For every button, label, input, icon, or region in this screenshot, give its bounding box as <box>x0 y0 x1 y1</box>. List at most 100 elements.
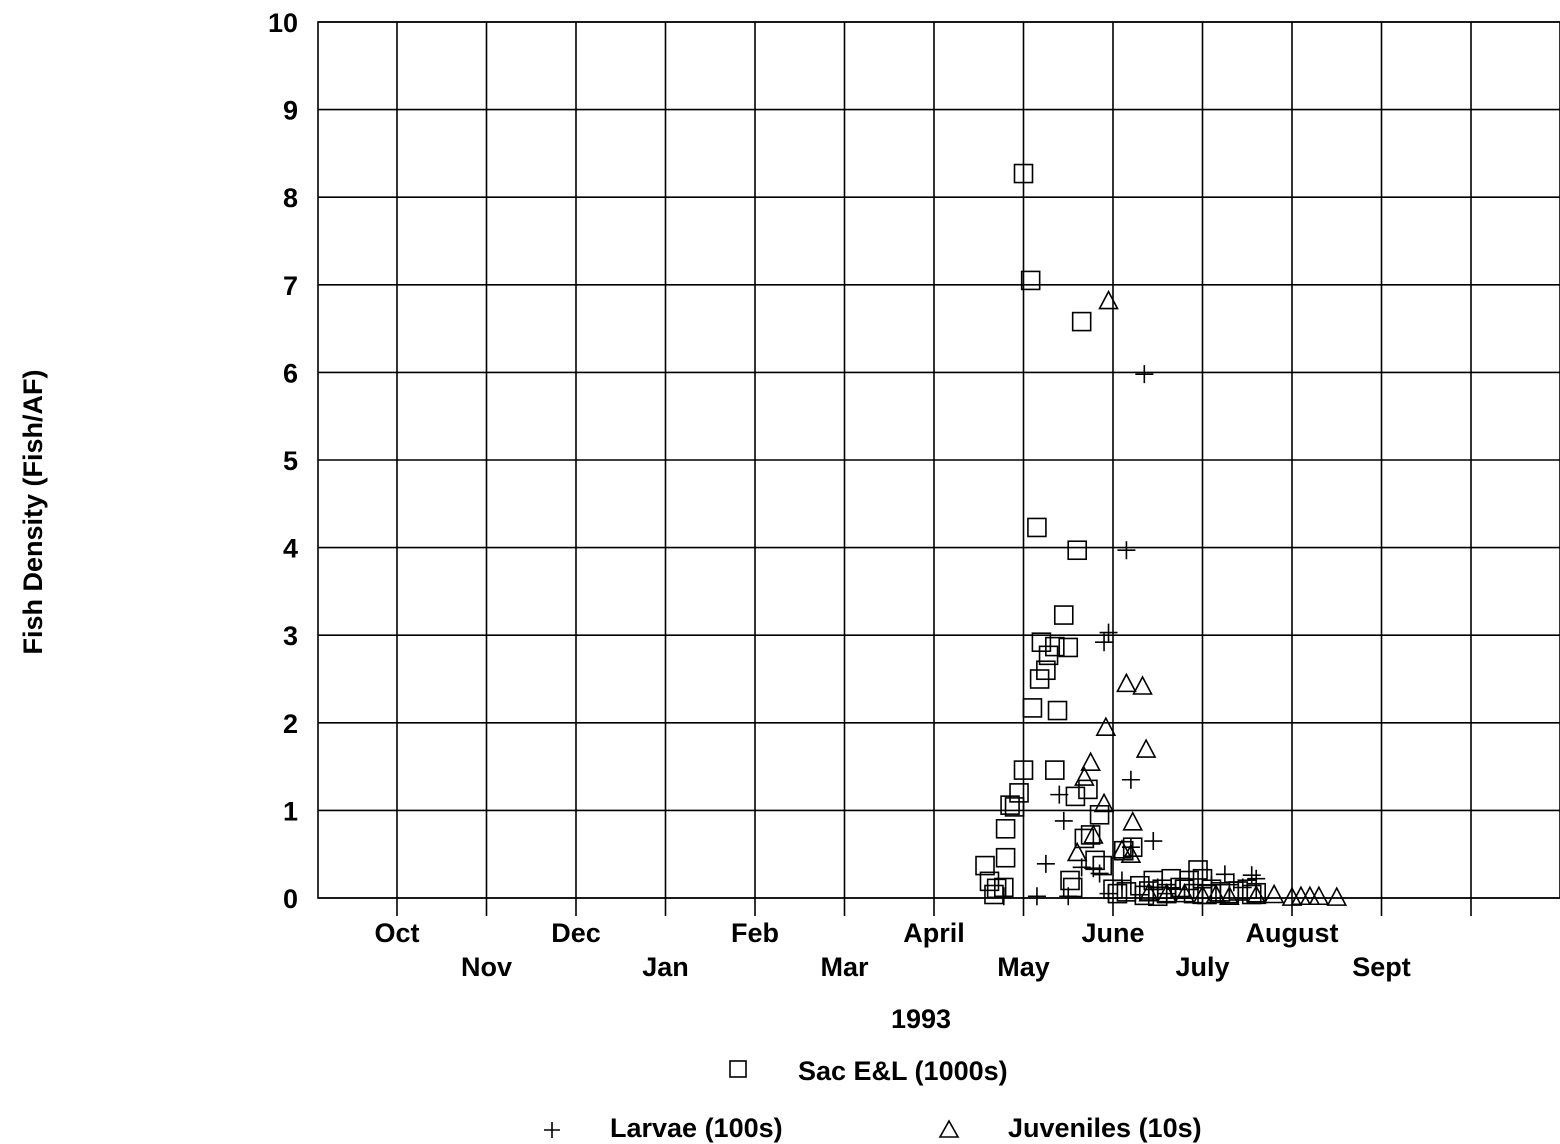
larvae-point <box>1036 854 1055 873</box>
sac-el-point <box>995 818 1016 839</box>
sac-el-point <box>1053 605 1074 625</box>
legend: Sac E&L (1000s) Larvae (100s) Juveniles … <box>544 1056 1202 1143</box>
juveniles-point <box>1263 883 1285 904</box>
sac-el-point <box>1067 540 1087 561</box>
legend-plus-marker <box>544 1122 560 1138</box>
legend-label-sac: Sac E&L (1000s) <box>798 1056 1008 1086</box>
sac-el-point <box>1013 163 1034 184</box>
juveniles-point <box>1290 885 1312 906</box>
larvae-point <box>1099 884 1118 903</box>
juveniles-point <box>1095 716 1117 736</box>
larvae-point <box>1054 811 1073 830</box>
legend-square-marker <box>729 1060 747 1078</box>
juveniles-point <box>1093 792 1115 813</box>
x-tick-label: Mar <box>820 952 869 982</box>
sac-el-point <box>1134 885 1155 906</box>
y-tick-label: 10 <box>268 8 298 38</box>
juveniles-point <box>1132 675 1153 695</box>
larvae-point <box>1121 770 1140 789</box>
larvae-point <box>1233 878 1252 897</box>
y-tick-label: 0 <box>283 884 298 914</box>
y-tick-label: 8 <box>283 183 298 213</box>
larvae-point <box>1059 887 1078 906</box>
sac-el-point <box>1029 669 1050 689</box>
juveniles-point <box>1111 839 1133 859</box>
larvae-point <box>994 887 1013 906</box>
sac-el-point <box>1031 632 1052 653</box>
juveniles-point <box>1174 882 1195 903</box>
juveniles-point <box>1245 884 1267 905</box>
larvae-point <box>1117 541 1136 560</box>
juveniles-point <box>1192 884 1213 905</box>
y-tick-label: 4 <box>283 534 298 564</box>
larvae-point <box>1215 865 1234 884</box>
sac-el-point <box>1080 825 1101 845</box>
larvae-point <box>1050 785 1069 804</box>
y-tick-label: 5 <box>283 446 298 476</box>
x-tick-labels: Oct Nov Dec Jan Feb Mar April May June July August… <box>374 918 1410 982</box>
x-tick-label: Sept <box>1352 952 1411 982</box>
x-tick-label: July <box>1175 952 1229 982</box>
y-tick-label: 7 <box>283 271 298 301</box>
juveniles-point <box>1299 885 1321 906</box>
sac-el-point <box>1013 760 1034 780</box>
x-tick-label: Feb <box>731 918 779 948</box>
larvae-point <box>1099 623 1118 642</box>
larvae-point <box>1095 633 1114 652</box>
juveniles-point <box>1308 885 1330 906</box>
x-tick-label: May <box>997 952 1050 982</box>
juveniles-point <box>1122 811 1144 831</box>
larvae-point <box>1027 887 1046 906</box>
x-tick-label: April <box>903 918 965 948</box>
x-tick-label: June <box>1081 918 1144 948</box>
sac-el-point <box>1027 517 1047 538</box>
legend-label-larvae: Larvae (100s) <box>610 1113 783 1143</box>
x-tick-label: Dec <box>551 918 601 948</box>
larvae-point <box>1157 884 1176 903</box>
larvae-point <box>1135 365 1154 384</box>
sac-el-point <box>1071 311 1092 332</box>
y-tick-label: 9 <box>283 96 298 126</box>
larvae-point <box>1090 864 1109 883</box>
sac-el-point <box>975 855 995 876</box>
y-tick-label: 1 <box>283 796 298 826</box>
juveniles-point <box>1219 885 1240 906</box>
sac-el-point <box>1038 645 1059 666</box>
larvae-point <box>1242 866 1261 885</box>
x-tick-label: Oct <box>374 918 419 948</box>
juveniles-point <box>1205 883 1227 904</box>
y-tick-label: 3 <box>283 621 298 651</box>
sac-el-point <box>1060 870 1080 891</box>
y-axis-label: Fish Density (Fish/AF) <box>18 369 48 654</box>
juveniles-point <box>1156 882 1178 903</box>
sac-el-point <box>1065 786 1086 807</box>
data-points <box>975 163 1348 907</box>
y-tick-labels: 0 1 2 3 4 5 6 7 8 9 10 <box>268 8 298 914</box>
sac-el-point <box>979 871 1000 892</box>
y-tick-label: 2 <box>283 709 298 739</box>
juveniles-point <box>1066 841 1088 862</box>
sac-el-point <box>1004 797 1025 817</box>
sac-el-point <box>1179 870 1199 891</box>
juveniles-point <box>1080 751 1101 772</box>
juveniles-point <box>1138 882 1160 902</box>
sac-el-point <box>1089 804 1110 825</box>
juveniles-point <box>1098 289 1119 310</box>
sac-el-point <box>1020 270 1041 291</box>
juveniles-point <box>1135 738 1157 758</box>
chart-grid <box>317 21 1560 916</box>
sac-el-point <box>1058 637 1079 658</box>
sac-el-point <box>1000 795 1020 815</box>
juveniles-point <box>1120 843 1142 863</box>
juveniles-point <box>1116 672 1137 693</box>
sac-el-point <box>1074 828 1095 849</box>
sac-el-point <box>986 878 1007 899</box>
legend-triangle-marker <box>938 1119 960 1138</box>
y-tick-label: 6 <box>283 358 298 388</box>
sac-el-point <box>984 884 1004 905</box>
larvae-point <box>1144 832 1163 851</box>
juveniles-point <box>1074 766 1095 786</box>
larvae-point <box>1202 875 1221 894</box>
juveniles-point <box>1326 886 1348 906</box>
